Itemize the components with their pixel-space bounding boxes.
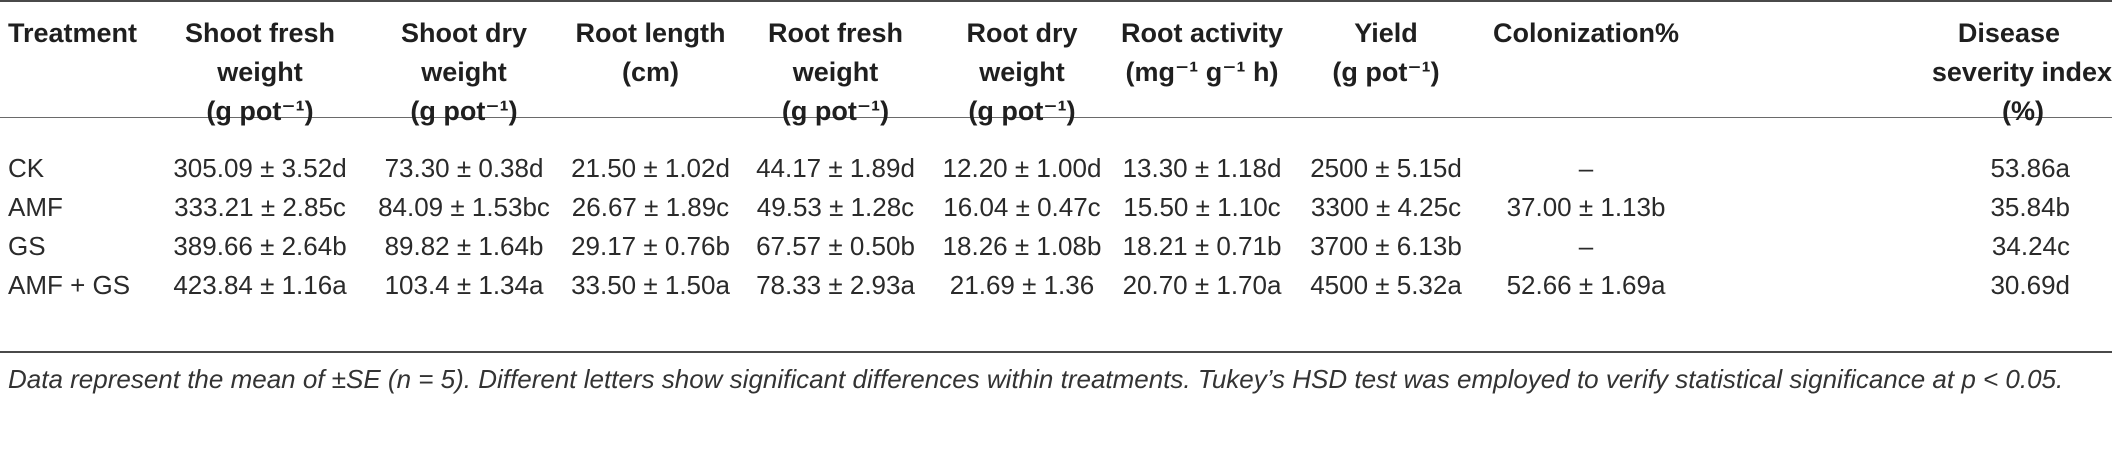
value-cell: 29.17 ± 0.76b (571, 231, 730, 261)
header-cell-shoot-fresh-weight: Shoot fresh weight (g pot⁻¹) (184, 18, 335, 126)
table-row-ck: CK 305.09 ± 3.52d 73.30 ± 0.38d 21.50 ± 1.0… (0, 131, 2112, 188)
value-cell: 49.53 ± 1.28c (756, 192, 915, 222)
header-cell-yield: Yield (g pot⁻¹) (1332, 18, 1440, 87)
value-cell: 37.00 ± 1.13b (1506, 192, 1666, 222)
value-cell: – (1578, 153, 1594, 183)
value-cell: 18.26 ± 1.08b (942, 231, 1102, 261)
value-cell: 44.17 ± 1.89d (756, 153, 915, 183)
top-rule (0, 0, 2112, 2)
header-cell-root-fresh-weight: Root fresh weight (g pot⁻¹) (768, 18, 903, 126)
table-row-amf-gs: AMF + GS 423.84 ± 1.16a 103.4 ± 1.34a 33.50… (0, 266, 2112, 305)
value-cell: 34.24c (1991, 231, 2070, 261)
value-cell: 12.20 ± 1.00d (942, 153, 1102, 183)
table-row-gs: GS 389.66 ± 2.64b 89.82 ± 1.64b 29.17 ± 0.7… (0, 227, 2112, 266)
value-cell: 333.21 ± 2.85c (174, 192, 346, 222)
value-cell: 4500 ± 5.32a (1310, 270, 1462, 300)
value-cell: 52.66 ± 1.69a (1506, 270, 1666, 300)
table-header-row: Treatment Shoot fresh weight (g pot⁻¹) S… (0, 14, 2112, 131)
header-cell-colonization: Colonization% (1493, 18, 1679, 48)
value-cell: 89.82 ± 1.64b (384, 231, 544, 261)
value-cell: 21.50 ± 1.02d (571, 153, 730, 183)
value-cell: 53.86a (1990, 153, 2070, 183)
value-cell: 78.33 ± 2.93a (756, 270, 915, 300)
treatment-cell: AMF (8, 192, 63, 222)
value-cell: 2500 ± 5.15d (1310, 153, 1462, 183)
value-cell: 3300 ± 4.25c (1310, 192, 1462, 222)
value-cell: 15.50 ± 1.10c (1123, 192, 1281, 222)
value-cell: 3700 ± 6.13b (1310, 231, 1462, 261)
value-cell: 84.09 ± 1.53bc (378, 192, 550, 222)
header-rule (0, 117, 2112, 118)
value-cell: – (1578, 231, 1594, 261)
header-cell-shoot-dry-weight: Shoot dry weight (g pot⁻¹) (401, 18, 527, 126)
value-cell: 21.69 ± 1.36 (949, 270, 1095, 300)
value-cell: 423.84 ± 1.16a (173, 270, 347, 300)
table-row-amf: AMF 333.21 ± 2.85c 84.09 ± 1.53bc 26.67 ± 1… (0, 188, 2112, 227)
header-cell-root-length: Root length (cm) (575, 18, 726, 87)
value-cell: 16.04 ± 0.47c (943, 192, 1101, 222)
value-cell: 67.57 ± 0.50b (756, 231, 915, 261)
value-cell: 13.30 ± 1.18d (1122, 153, 1282, 183)
treatment-cell: GS (8, 231, 46, 261)
header-cell-root-dry-weight: Root dry weight (g pot⁻¹) (966, 18, 1078, 126)
value-cell: 305.09 ± 3.52d (173, 153, 347, 183)
value-cell: 18.21 ± 0.71b (1122, 231, 1282, 261)
bottom-rule (0, 351, 2112, 353)
header-cell-disease-severity-index: Disease severity index (%) (1931, 18, 2112, 126)
treatment-cell: AMF + GS (8, 270, 131, 300)
table-footnote: Data represent the mean of ±SE (n = 5). … (8, 364, 2064, 394)
header-cell-treatment: Treatment (8, 18, 138, 48)
value-cell: 35.84b (1990, 192, 2070, 222)
value-cell: 73.30 ± 0.38d (384, 153, 544, 183)
header-cell-root-activity: Root activity (mg⁻¹ g⁻¹ h) (1120, 18, 1284, 87)
value-cell: 389.66 ± 2.64b (173, 231, 347, 261)
results-table: Treatment Shoot fresh weight (g pot⁻¹) S… (0, 14, 2112, 305)
value-cell: 30.69d (1990, 270, 2070, 300)
treatment-cell: CK (8, 153, 45, 183)
value-cell: 26.67 ± 1.89c (571, 192, 730, 222)
value-cell: 20.70 ± 1.70a (1122, 270, 1282, 300)
value-cell: 103.4 ± 1.34a (384, 270, 544, 300)
value-cell: 33.50 ± 1.50a (571, 270, 730, 300)
